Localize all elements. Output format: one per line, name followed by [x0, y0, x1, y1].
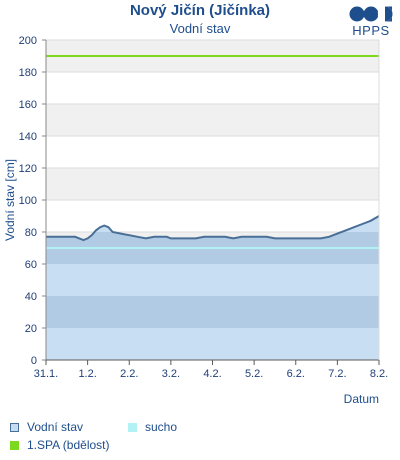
legend-label-sucho: sucho [145, 420, 178, 434]
legend-swatch-1spa [10, 441, 19, 451]
plot-band [46, 200, 379, 232]
x-tick-labels: 31.1. 1.2. 2.2. 3.2. 4.2. 5.2. 6.2. 7.2. 8.2. [34, 360, 388, 380]
series-line-0 [46, 215, 380, 242]
legend-swatch-vodni-stav [10, 423, 19, 433]
series-area-band [46, 296, 379, 328]
x-axis-title: Datum [344, 392, 379, 406]
x-tick-label: 1.2. [78, 368, 96, 380]
x-tick-label: 31.1. [34, 368, 58, 380]
legend-item-sucho: sucho [128, 420, 177, 434]
y-tick-label: 20 [25, 323, 37, 335]
y-tick-label: 80 [25, 227, 37, 239]
y-tick-label: 60 [25, 259, 37, 271]
plot-band [46, 136, 379, 168]
plot-band [46, 72, 379, 104]
y-tick-label: 200 [19, 35, 37, 47]
legend-label-1spa: 1.SPA (bdělost) [27, 438, 110, 452]
y-tick-labels: 0 20 40 60 80 100 120 140 160 180 200 [19, 35, 46, 367]
y-tick-label: 180 [19, 67, 37, 79]
legend-item-1spa: 1.SPA (bdělost) [10, 438, 110, 452]
y-tick-label: 120 [19, 163, 37, 175]
hpps-logo: HPPS [348, 6, 394, 40]
legend-swatch-sucho [128, 423, 137, 433]
y-tick-label: 100 [19, 195, 37, 207]
chart-subtitle: Vodní stav [169, 21, 231, 36]
y-axis-title: Vodní stav [cm] [3, 159, 17, 241]
plot-band [46, 168, 379, 200]
x-tick-label: 6.2. [287, 368, 305, 380]
x-tick-label: 4.2. [203, 368, 221, 380]
y-tick-label: 160 [19, 99, 37, 111]
chart-title: Nový Jičín (Jičínka) [129, 2, 271, 19]
x-tick-label: 7.2. [328, 368, 346, 380]
legend-label-vodni-stav: Vodní stav [27, 420, 84, 434]
plot-band [46, 104, 379, 136]
x-tick-label: 5.2. [245, 368, 263, 380]
legend-item-vodni-stav: Vodní stav [10, 420, 83, 434]
x-tick-label: 3.2. [162, 368, 180, 380]
chart-series [46, 215, 380, 360]
y-tick-label: 0 [31, 355, 37, 367]
y-tick-label: 40 [25, 291, 37, 303]
x-tick-label: 8.2. [370, 368, 388, 380]
hpps-logo-icon [349, 6, 393, 23]
logo-text: HPPS [352, 23, 390, 38]
chart-thresholds [46, 55, 379, 249]
y-tick-label: 140 [19, 131, 37, 143]
x-tick-label: 2.2. [120, 368, 138, 380]
